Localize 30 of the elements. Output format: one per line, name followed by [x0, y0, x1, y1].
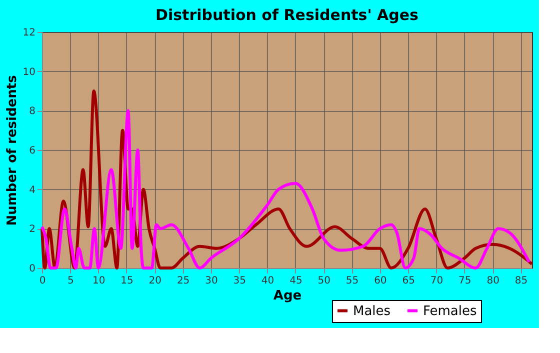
x-tick-label: 40: [261, 276, 274, 286]
x-tick-label: 5: [67, 276, 74, 286]
legend-label: Females: [423, 304, 478, 319]
x-tick-label: 15: [120, 276, 134, 286]
x-axis-title: Age: [273, 288, 302, 304]
y-tick-label: 4: [29, 184, 36, 196]
x-tick-label: 55: [346, 276, 359, 286]
y-tick-label: 10: [22, 66, 36, 78]
x-tick-label: 35: [233, 276, 246, 286]
x-tick-label: 65: [402, 276, 415, 286]
x-tick-label: 10: [92, 276, 106, 286]
x-tick-label: 25: [176, 276, 190, 286]
x-tick-label: 45: [290, 276, 302, 286]
y-tick-label: 12: [22, 28, 36, 38]
x-tick-label: 20: [148, 276, 162, 286]
x-tick-label: 80: [486, 276, 500, 286]
legend-label: Males: [353, 304, 391, 319]
x-tick-label: 85: [514, 276, 528, 286]
y-tick-label: 0: [29, 264, 36, 274]
x-tick-label: 60: [374, 276, 387, 286]
x-tick-label: 0: [39, 276, 46, 286]
x-tick-label: 70: [430, 276, 444, 286]
x-tick-label: 50: [318, 276, 330, 286]
x-tick-label: 75: [458, 276, 472, 286]
y-axis-title: Number of residents: [4, 74, 20, 226]
y-tick-label: 2: [29, 224, 36, 236]
y-tick-label: 6: [29, 146, 36, 156]
x-tick-label: 30: [205, 276, 218, 286]
y-tick-label: 8: [29, 106, 36, 118]
chart-title: Distribution of Residents' Ages: [156, 6, 419, 24]
